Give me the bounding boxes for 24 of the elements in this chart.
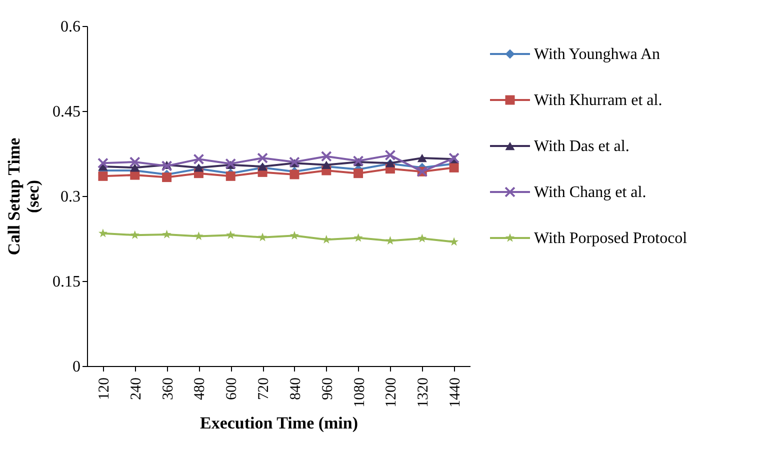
y-tick-label: 0 [72,358,80,376]
x-tick-label: 600 [224,378,240,400]
x-tick-label: 840 [288,378,304,400]
legend-label: With Younghwa An [534,46,660,63]
legend-label: With Porposed Protocol [534,230,688,247]
x-tick-label: 1440 [448,378,464,408]
x-axis-title: Execution Time (min) [200,414,358,432]
y-tick-label: 0.15 [52,274,80,290]
x-tick-label: 240 [128,378,144,400]
y-tick-label: 0.6 [60,18,80,36]
y-axis-title: Call Setup Time (sec) [4,137,42,256]
x-tick-label: 120 [96,378,112,400]
legend-label: With Chang et al. [534,184,646,201]
y-tick-label: 0.45 [52,104,80,120]
legend-label: With Das et al. [534,138,630,155]
x-tick-label: 480 [192,378,208,400]
y-tick-label: 0.3 [60,188,80,206]
x-tick-label: 720 [256,378,272,400]
legend-label: With Khurram et al. [534,92,662,109]
x-tick-label: 1320 [416,378,432,408]
x-tick-label: 960 [320,378,336,400]
x-tick-label: 360 [160,378,176,400]
x-tick-label: 1200 [384,378,400,408]
x-tick-label: 1080 [352,378,368,408]
